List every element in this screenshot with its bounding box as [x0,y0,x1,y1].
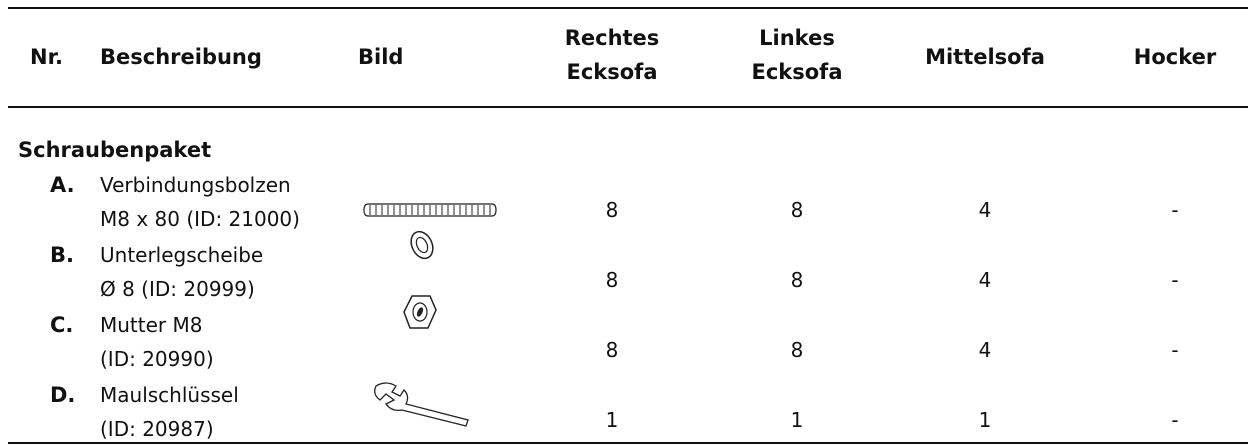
count: 4 [978,268,992,292]
description: Ø 8 (ID: 20999) [100,277,255,301]
header-cell: Ecksofa [566,60,658,84]
header-cell: Bild [358,45,404,69]
washer-icon [410,230,434,260]
row-label: B. [50,243,74,267]
count: 4 [978,198,992,222]
bolt-icon [363,203,497,217]
count: 8 [790,338,804,362]
header-cell: Linkes [759,26,835,50]
bottom-rule [8,442,1248,444]
section-title: Schraubenpaket [18,138,212,162]
count: - [1171,268,1179,292]
header-cell: Ecksofa [751,60,843,84]
row-label: A. [50,173,75,197]
description: (ID: 20990) [100,347,214,371]
description: Unterlegscheibe [100,243,264,267]
header-cell: Nr. [30,45,63,69]
header-cell: Hocker [1133,45,1217,69]
description: (ID: 20987) [100,417,214,441]
nut-icon [403,295,437,329]
description: Verbindungsbolzen [100,173,291,197]
row-label: C. [50,313,74,337]
count: 8 [790,268,804,292]
top-rule [8,7,1248,9]
count: 8 [605,268,619,292]
header-cell: Mittelsofa [925,45,1045,69]
count: 1 [790,408,804,432]
count: 4 [978,338,992,362]
header-cell: Beschreibung [100,45,262,69]
description: Maulschlüssel [100,383,239,407]
count: 8 [605,198,619,222]
count: - [1171,338,1179,362]
count: - [1171,408,1179,432]
row-label: D. [50,383,76,407]
header-cell: Rechtes [564,26,660,50]
count: 1 [978,408,992,432]
description: Mutter M8 [100,313,203,337]
count: 8 [605,338,619,362]
header-rule [8,106,1248,108]
wrench-icon [374,382,469,427]
count: 8 [790,198,804,222]
count: - [1171,198,1179,222]
description: M8 x 80 (ID: 21000) [100,207,300,231]
count: 1 [605,408,619,432]
